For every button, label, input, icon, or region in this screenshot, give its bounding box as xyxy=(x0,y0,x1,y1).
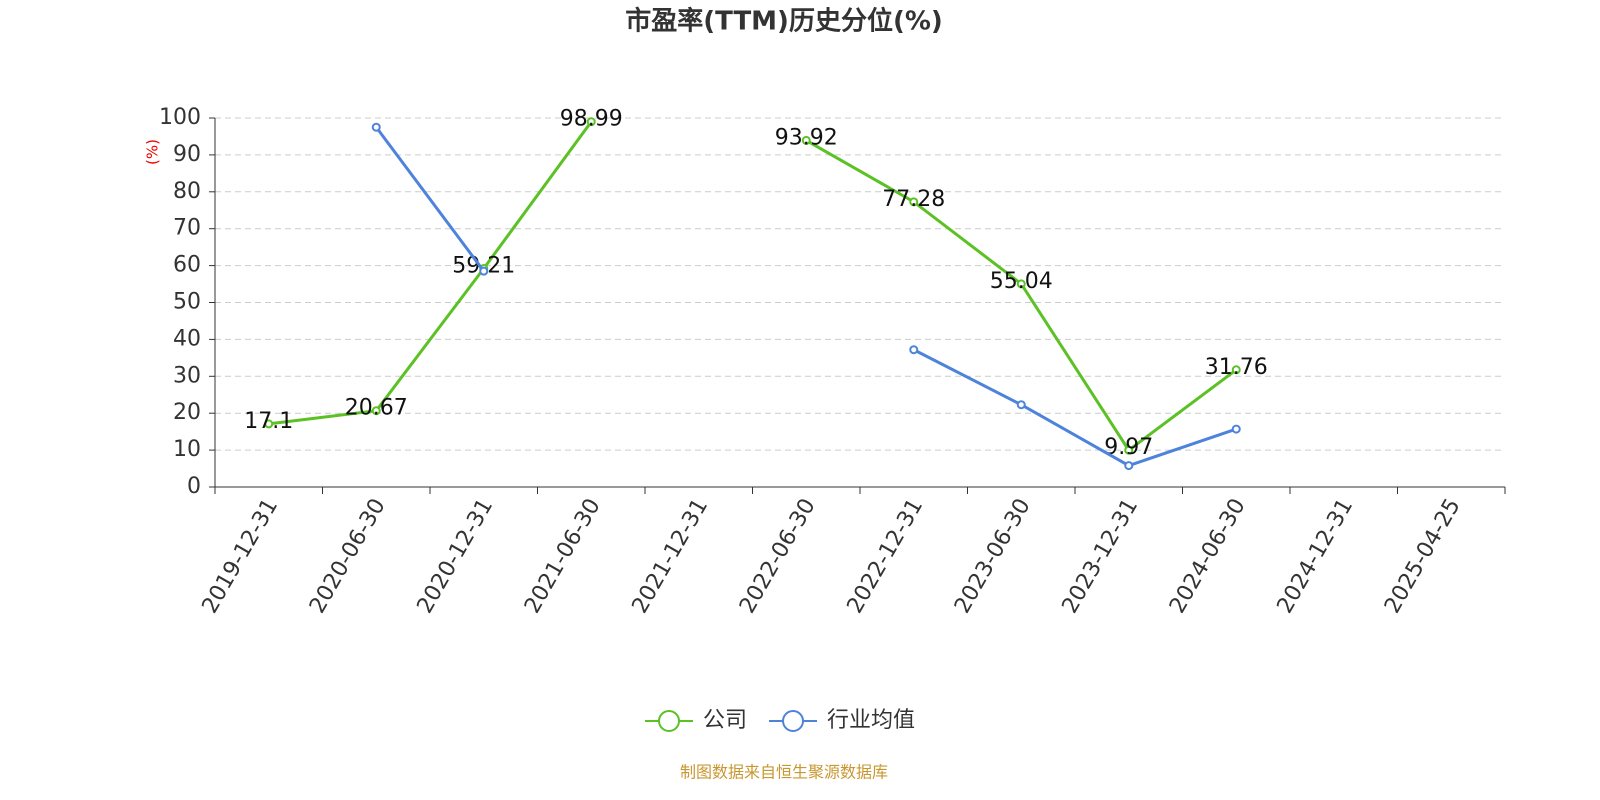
legend-marker xyxy=(782,710,805,732)
series-line xyxy=(268,120,593,426)
point xyxy=(371,122,381,132)
series-line xyxy=(913,348,1237,468)
x-tick-label: 2020-12-31 xyxy=(413,495,499,618)
data-label: 93.92 xyxy=(775,125,838,150)
point xyxy=(264,419,274,429)
data-label: 17.1 xyxy=(244,409,293,434)
y-tick-label: 70 xyxy=(173,216,201,241)
legend-marker xyxy=(658,710,680,732)
point xyxy=(1231,365,1241,375)
point xyxy=(1231,424,1241,434)
y-tick-label: 30 xyxy=(173,363,201,388)
data-label: 98.99 xyxy=(560,107,623,132)
point xyxy=(801,135,811,145)
x-tick-label: 2024-12-31 xyxy=(1273,495,1359,618)
point xyxy=(1124,461,1134,471)
legend-label: 公司 xyxy=(703,708,747,733)
chart: 市盈率(TTM)历史分位(%) (%) 制图数据来自恒生聚源数据库 0 10 20 3… xyxy=(144,6,1506,782)
y-tick-label: 60 xyxy=(173,253,201,278)
y-tick-label: 80 xyxy=(173,179,201,204)
point xyxy=(1124,445,1134,455)
point xyxy=(909,197,919,207)
y-axis-label: (%) xyxy=(144,139,162,165)
y-tick-label: 100 xyxy=(159,105,201,130)
point xyxy=(909,345,919,355)
x-tick-label: 2021-12-31 xyxy=(628,495,714,618)
source-note: 制图数据来自恒生聚源数据库 xyxy=(680,763,888,782)
y-tick-label: 20 xyxy=(173,400,201,425)
y-tick-label: 90 xyxy=(173,142,201,167)
x-tick-label: 2023-12-31 xyxy=(1058,495,1144,618)
data-label: 55.04 xyxy=(990,269,1053,294)
point xyxy=(479,266,489,276)
point xyxy=(1016,279,1026,289)
y-tick-label: 50 xyxy=(173,290,201,315)
data-label: 31.76 xyxy=(1205,355,1268,380)
point xyxy=(1016,400,1026,410)
x-tick-label: 2024-06-30 xyxy=(1165,495,1251,618)
y-tick-label: 10 xyxy=(173,437,201,462)
data-label: 77.28 xyxy=(882,187,945,212)
y-tick-label: 40 xyxy=(173,326,201,351)
x-tick-label: 2021-06-30 xyxy=(520,495,606,618)
x-tick-label: 2022-06-30 xyxy=(735,495,821,618)
point xyxy=(586,117,596,127)
x-tick-label: 2022-12-31 xyxy=(843,495,929,618)
x-tick-label: 2020-06-30 xyxy=(305,495,391,618)
x-tick-label: 2019-12-31 xyxy=(198,495,284,618)
chart-title: 市盈率(TTM)历史分位(%) xyxy=(625,6,943,37)
data-label: 20.67 xyxy=(345,396,408,421)
legend-label: 行业均值 xyxy=(827,708,915,733)
point xyxy=(371,406,381,416)
series-line xyxy=(375,126,485,273)
y-tick-label: 0 xyxy=(187,474,201,499)
x-tick-label: 2025-04-25 xyxy=(1380,495,1466,618)
x-tick-label: 2023-06-30 xyxy=(950,495,1036,618)
